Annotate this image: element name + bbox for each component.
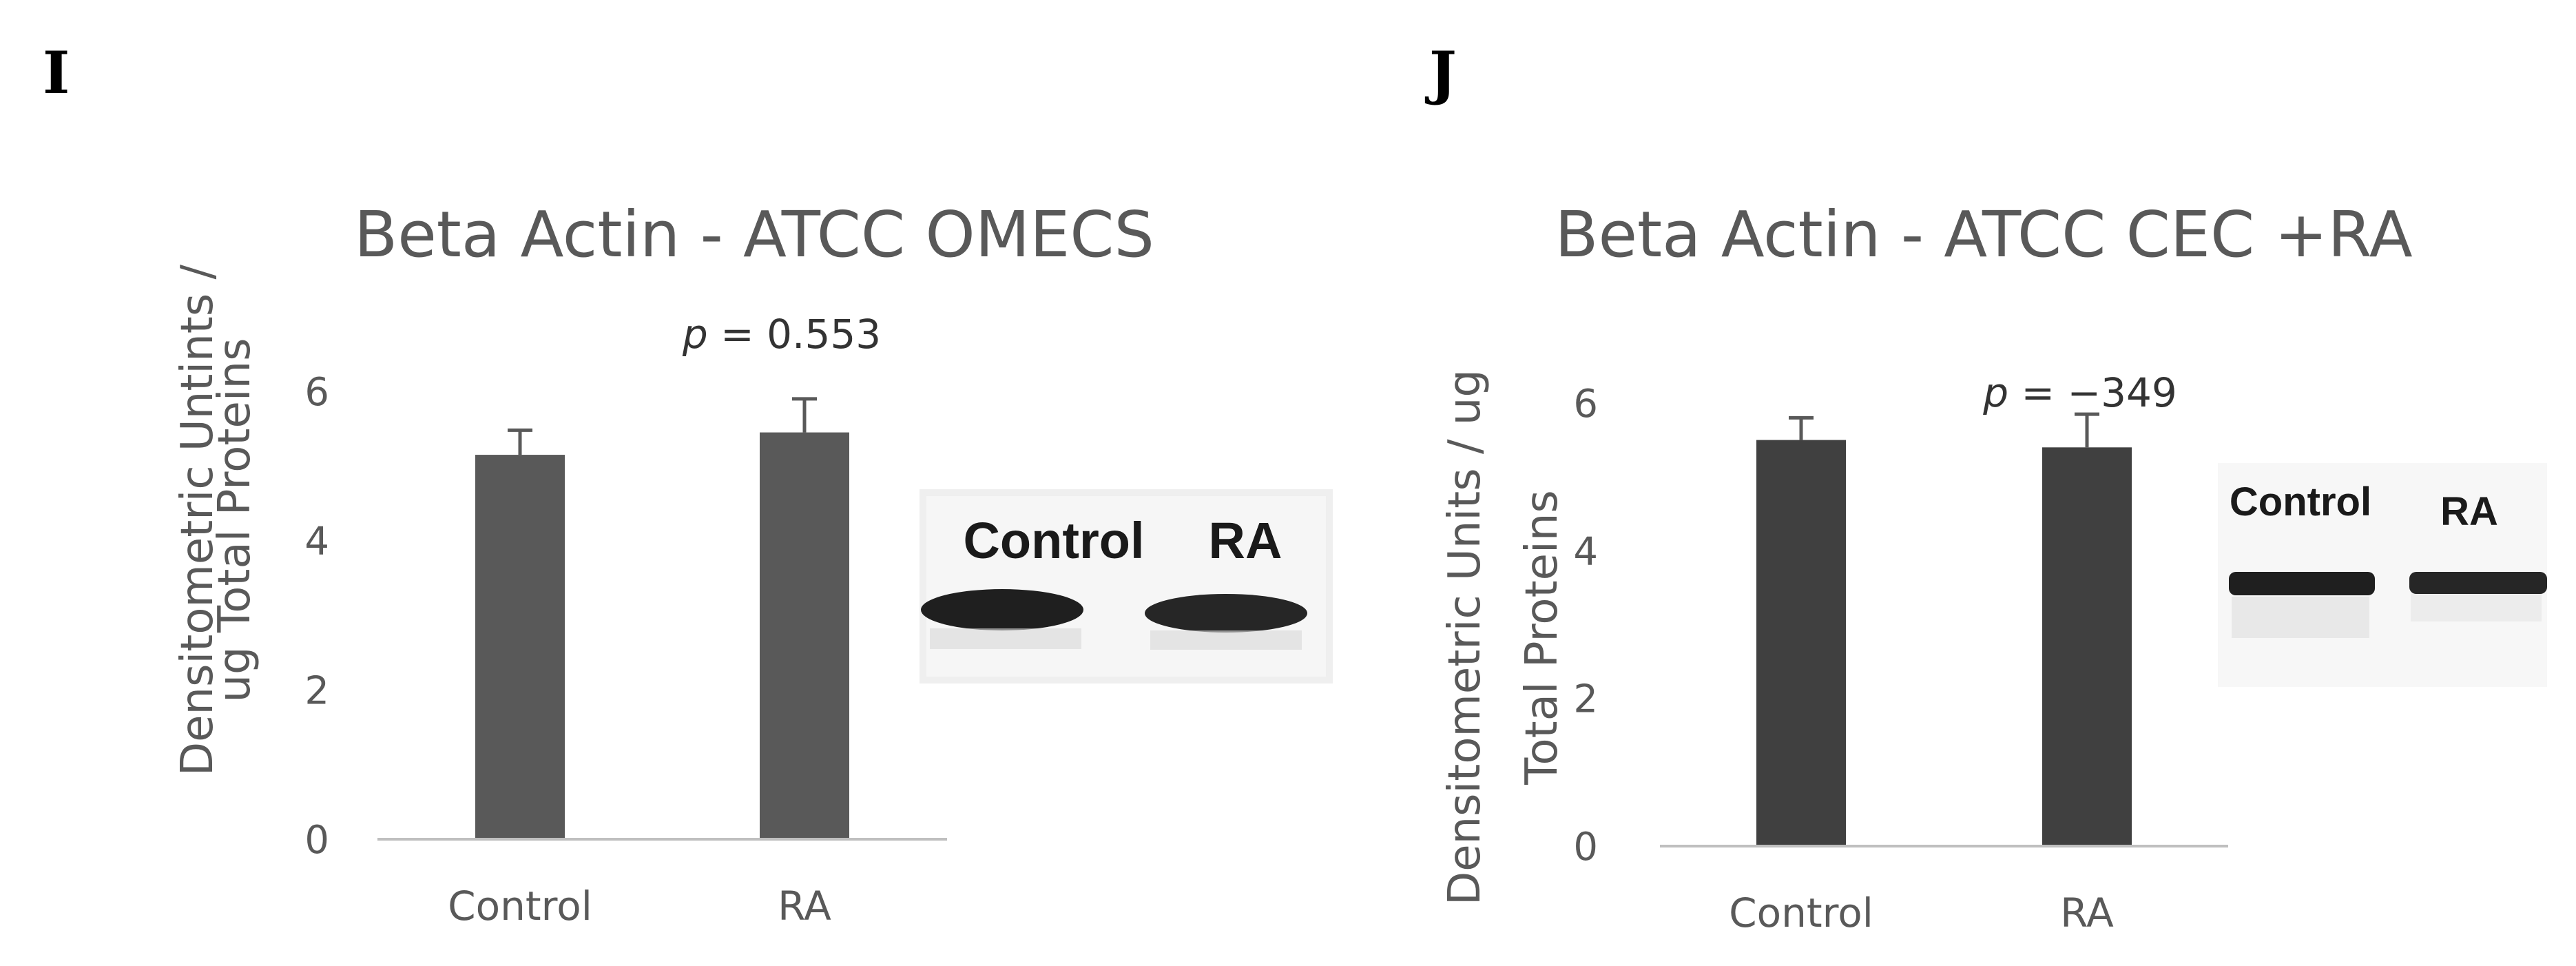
- y-tick-label: 6: [1573, 382, 1598, 427]
- blot-label-control: Control: [2230, 480, 2371, 524]
- western-blot-inset: Control RA: [920, 489, 1333, 684]
- chart-i: Beta Actin - ATCC OMECS Densitometric Un…: [172, 198, 1333, 929]
- p-value-text: = 0.553: [708, 311, 882, 358]
- y-axis-label-line-1: Densitometric Untints /: [172, 264, 223, 776]
- y-axis-label-line-1: Densitometric Units / ug: [1440, 369, 1490, 905]
- p-value-text: = −349: [2008, 369, 2177, 416]
- y-tick-label: 4: [1573, 529, 1598, 574]
- y-axis-label-line-2: Total Proteins: [1517, 490, 1568, 785]
- p-value-annotation: p = 0.553: [682, 311, 881, 358]
- panel-letter-i: I: [43, 39, 70, 107]
- y-tick-label: 2: [1573, 677, 1598, 722]
- category-label: RA: [2060, 890, 2114, 936]
- category-labels: Control RA: [1729, 890, 2114, 936]
- y-axis-label-line-2: ug Total Proteins: [209, 338, 260, 702]
- p-symbol: p: [682, 311, 708, 358]
- bar-control: [1756, 440, 1846, 846]
- chart-title: Beta Actin - ATCC CEC +RA: [1555, 198, 2412, 271]
- y-tick-label: 0: [304, 818, 329, 863]
- category-labels: Control RA: [448, 883, 831, 929]
- chart-title: Beta Actin - ATCC OMECS: [354, 198, 1154, 271]
- category-label: RA: [778, 883, 831, 929]
- y-ticks: 0 2 4 6: [1573, 382, 1598, 870]
- blot-band-control: [2229, 572, 2375, 595]
- bars: [1756, 412, 2132, 846]
- blot-band-control: [921, 589, 1083, 630]
- blot-label-ra: RA: [1209, 512, 1282, 569]
- p-symbol: p: [1982, 369, 2008, 416]
- y-tick-label: 2: [304, 668, 329, 713]
- y-tick-label: 6: [304, 370, 329, 415]
- blot-band-ra: [2409, 572, 2547, 594]
- bars: [475, 397, 849, 839]
- western-blot-inset: Control RA: [2218, 463, 2547, 687]
- y-ticks: 0 2 4 6: [304, 370, 329, 863]
- blot-label-control: Control: [963, 512, 1144, 569]
- bar-control: [475, 455, 565, 839]
- blot-band-ra: [1145, 594, 1307, 633]
- blot-label-ra: RA: [2440, 489, 2498, 534]
- y-tick-label: 4: [304, 520, 329, 564]
- category-label: Control: [448, 883, 592, 929]
- panel-letter-j: J: [1424, 39, 1457, 107]
- y-tick-label: 0: [1573, 825, 1598, 870]
- p-value-annotation: p = −349: [1982, 369, 2177, 416]
- category-label: Control: [1729, 890, 1873, 936]
- chart-j: Beta Actin - ATCC CEC +RA Densitometric …: [1440, 198, 2547, 936]
- bar-ra: [2042, 447, 2132, 846]
- bar-ra: [760, 432, 849, 839]
